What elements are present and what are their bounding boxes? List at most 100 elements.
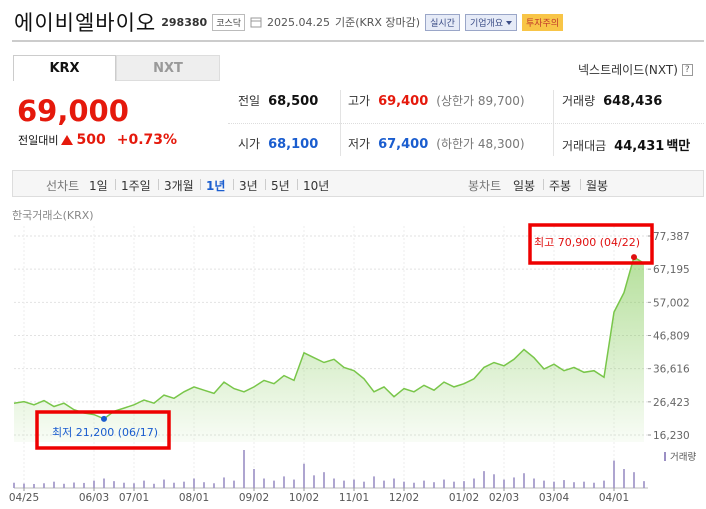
toolbar-separator — [265, 179, 266, 190]
x-tick-label: 04/01 — [599, 492, 629, 504]
volume-bar — [393, 478, 395, 488]
volume-legend: 거래량 — [670, 451, 696, 463]
company-button[interactable]: 기업개요 — [464, 13, 517, 31]
volume-bar — [113, 481, 115, 488]
summary-unit: 백만 — [666, 139, 691, 154]
company-button-text[interactable]: 기업개요 — [469, 18, 504, 29]
y-tick-label: 77,387 — [653, 231, 690, 243]
high-annotation: 최고 70,900 (04/22) — [534, 236, 640, 249]
highlight-box — [528, 223, 654, 265]
volume-bar — [423, 480, 425, 488]
volume-bar — [303, 463, 305, 488]
period-option[interactable]: 1년 — [206, 179, 226, 193]
x-tick-label: 02/03 — [489, 492, 519, 504]
volume-bar — [383, 480, 385, 488]
tab-nxt[interactable]: NXT — [116, 55, 220, 81]
source-label: 한국거래소(KRX) — [12, 209, 94, 222]
low-point — [101, 415, 107, 422]
header: 에이비엘바이오 298380 코스닥 2025.04.25 기준(KRX 장마감… — [14, 7, 564, 37]
volume-bar — [373, 476, 375, 488]
toolbar-separator — [233, 179, 234, 190]
period-option[interactable]: 10년 — [303, 179, 330, 193]
market-badge: 코스닥 — [212, 13, 246, 31]
volume-bar — [243, 450, 245, 488]
volume-bar — [283, 476, 285, 488]
y-tick-label: 16,230 — [653, 430, 690, 442]
period-option[interactable]: 3년 — [239, 179, 258, 193]
volume-bar — [473, 478, 475, 488]
volume-bar — [233, 480, 235, 488]
summary-cell: 거래대금 44,431 백만 — [562, 135, 690, 154]
help-icon[interactable]: ? — [681, 63, 693, 76]
y-tick-label: 57,002 — [653, 297, 690, 309]
volume-bar — [53, 481, 55, 488]
volume-bar — [573, 482, 575, 488]
realtime-button[interactable]: 실시간 — [425, 13, 460, 31]
summary-label: 거래량 — [562, 94, 596, 108]
period-option[interactable]: 1주일 — [121, 179, 151, 193]
volume-bar — [563, 480, 565, 488]
volume-bar — [453, 481, 455, 488]
volume-bar — [413, 482, 415, 488]
toolbar-separator — [200, 179, 201, 190]
stock-name: 에이비엘바이오 — [14, 11, 157, 35]
volume-bar — [463, 481, 465, 488]
x-tick-label: 06/03 — [79, 492, 109, 504]
volume-bar — [533, 478, 535, 488]
period-option[interactable]: 1일 — [89, 179, 108, 193]
volume-bar — [163, 479, 165, 488]
date: 2025.04.25 — [267, 15, 331, 29]
row-separator — [228, 123, 704, 124]
volume-bar — [483, 471, 485, 488]
x-tick-label: 01/02 — [449, 492, 479, 504]
x-tick-label: 07/01 — [119, 492, 149, 504]
change-label: 전일대비 — [18, 134, 59, 147]
toolbar-separator — [580, 179, 581, 190]
warning-badge[interactable]: 투자주의 — [521, 13, 564, 31]
volume-bar — [133, 483, 135, 488]
candle-option[interactable]: 월봉 — [586, 179, 609, 193]
summary-value: 67,400 — [378, 137, 429, 152]
volume-bar — [213, 483, 215, 488]
summary-label: 시가 — [238, 137, 261, 151]
volume-bar — [433, 482, 435, 488]
summary-label: 전일 — [238, 94, 261, 108]
tab-krx[interactable]: KRX — [13, 55, 116, 81]
current-price: 69,000 — [17, 94, 129, 128]
volume-bar — [293, 479, 295, 488]
nxt-link[interactable]: 넥스트레이드(NXT) — [578, 63, 678, 77]
line-chart-label: 선차트 — [46, 179, 80, 193]
volume-bar — [513, 477, 515, 488]
summary-label: 고가 — [348, 94, 371, 108]
candle-option[interactable]: 일봉 — [513, 179, 536, 193]
up-arrow — [61, 134, 74, 145]
volume-bar — [503, 479, 505, 488]
volume-bar — [553, 481, 555, 488]
toolbar-separator — [543, 179, 544, 190]
summary-label: 저가 — [348, 137, 371, 151]
x-tick-label: 08/01 — [179, 492, 209, 504]
volume-bar — [93, 480, 95, 488]
low-annotation: 최저 21,200 (06/17) — [52, 426, 158, 439]
volume-bar — [343, 480, 345, 488]
volume-bar — [253, 469, 255, 488]
summary-value: 69,400 — [378, 94, 429, 109]
y-tick-label: 67,195 — [653, 264, 690, 276]
period-option[interactable]: 5년 — [271, 179, 290, 193]
volume-legend-mark — [664, 452, 666, 461]
volume-bar — [263, 478, 265, 488]
calendar-icon — [250, 17, 262, 28]
volume-bar — [633, 472, 635, 488]
volume-bar — [13, 482, 15, 488]
summary-value: 44,431 — [614, 139, 665, 154]
volume-bar — [643, 481, 645, 488]
x-tick-label: 11/01 — [339, 492, 369, 504]
summary-value: 68,500 — [268, 94, 319, 109]
candle-option[interactable]: 주봉 — [549, 179, 572, 193]
y-tick-label: 26,423 — [653, 397, 690, 409]
period-option[interactable]: 3개월 — [164, 179, 194, 193]
volume-bar — [333, 478, 335, 488]
y-tick-label: 46,809 — [653, 330, 690, 342]
